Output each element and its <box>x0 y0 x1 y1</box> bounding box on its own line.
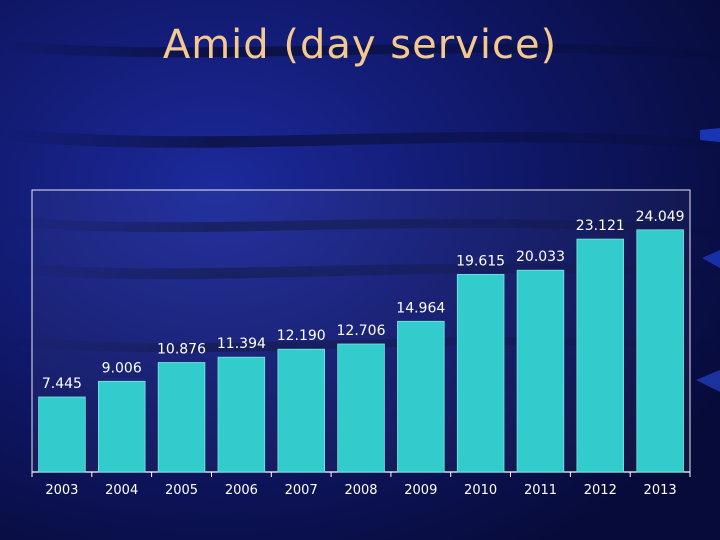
data-label: 19.615 <box>456 253 505 269</box>
bar-2007 <box>277 348 325 473</box>
data-label: 11.394 <box>217 336 266 352</box>
data-label: 14.964 <box>396 300 445 316</box>
page-title: Amid (day service) <box>162 22 558 68</box>
data-labels-group: 7.445 9.006 10.876 11.394 12.190 12.706 14.964… <box>42 209 685 392</box>
bar-2005 <box>157 362 206 473</box>
data-label: 10.876 <box>157 342 206 358</box>
data-label: 7.445 <box>42 376 82 392</box>
data-label: 12.706 <box>337 323 386 339</box>
bar-2004 <box>98 380 146 473</box>
x-ticks-group: 2003 2004 2005 2006 2007 2008 2009 2010 2011 2012… <box>31 472 691 498</box>
data-label: 12.190 <box>277 328 326 344</box>
x-tick-label: 2011 <box>524 483 557 498</box>
x-tick-label: 2007 <box>285 483 318 498</box>
data-label: 9.006 <box>102 360 142 376</box>
bar-2013 <box>636 229 684 473</box>
bar-2003 <box>38 396 86 473</box>
data-label: 24.049 <box>636 209 685 225</box>
bar-2009 <box>397 320 445 473</box>
data-label: 20.033 <box>516 249 565 265</box>
bar-2010 <box>456 273 505 473</box>
bar-2012 <box>576 238 625 473</box>
bars-group <box>38 229 684 473</box>
bar-2008 <box>337 343 385 473</box>
bar-2006 <box>217 356 266 473</box>
x-tick-label: 2009 <box>404 483 437 498</box>
x-tick-label: 2006 <box>225 483 258 498</box>
x-tick-label: 2003 <box>45 483 78 498</box>
bar-2011 <box>516 269 565 473</box>
x-tick-label: 2010 <box>464 483 497 498</box>
data-label: 23.121 <box>576 218 625 234</box>
x-tick-label: 2008 <box>344 483 377 498</box>
x-tick-label: 2005 <box>165 483 198 498</box>
x-tick-label: 2013 <box>644 483 677 498</box>
x-tick-label: 2004 <box>105 483 138 498</box>
x-tick-label: 2012 <box>584 483 617 498</box>
